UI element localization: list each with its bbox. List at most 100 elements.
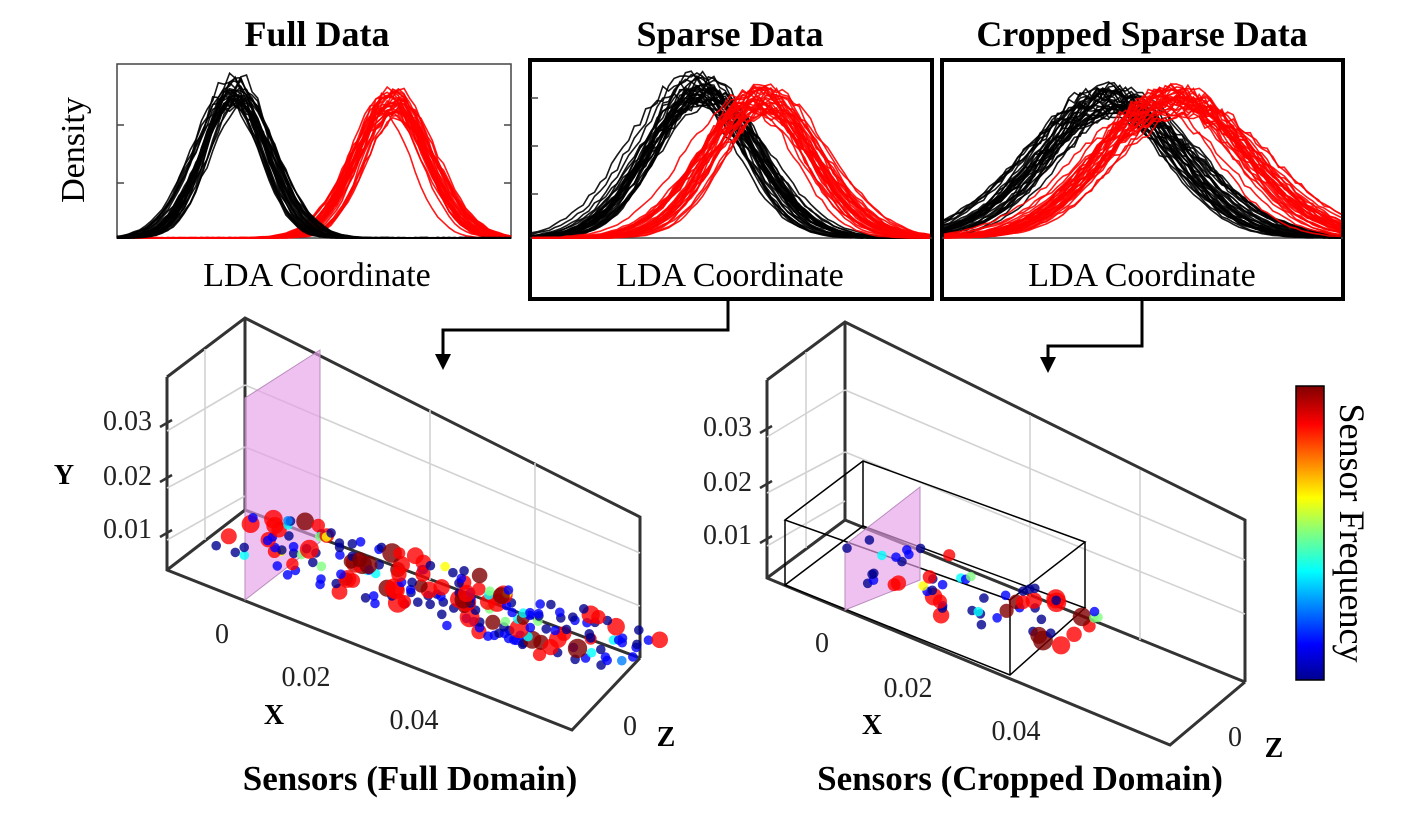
sensor-point [1072,607,1092,627]
panel-sparse-data: Sparse Data LDA Coordinate [528,14,934,301]
z-axis-label-cropped: Z [1265,733,1284,764]
sensor-point [999,603,1014,618]
sensor-point [1025,592,1043,609]
density-curve-b [943,91,1342,239]
sensor-point [525,622,536,633]
density-curves-cropped [943,81,1342,239]
sensor-point [541,624,551,634]
sensor-point [632,639,642,650]
y-ticks-full [117,124,511,184]
sensor-point [927,585,938,596]
plot-frame-full [116,63,512,239]
sensor-point [264,509,283,529]
x-tick-label: 0 [215,619,229,650]
sensor-points-full [211,509,668,670]
density-curves-full [116,71,512,239]
sensor-point [282,570,293,580]
sensor-point [568,612,578,622]
x-axis-label-full: X [264,700,284,731]
sensor-point [651,631,668,649]
sensor-point [561,624,572,635]
sensor-point [979,593,989,603]
sensor-point [370,598,380,609]
y-tick-label: 0.02 [703,467,752,498]
highlight-box-sparse [528,58,934,301]
panel-caption-full: Sensors (Full Domain) [243,759,577,798]
panel-title-sparse: Sparse Data [637,14,824,54]
colorbar [1295,385,1325,681]
sensor-point [286,557,299,571]
sensor-point [1052,636,1071,655]
sensor-point [918,581,928,591]
sensor-point [406,547,424,565]
sensor-point [485,586,495,596]
sensor-point [471,567,488,584]
sensor-point [336,569,346,579]
sensor-point [628,652,638,662]
y-tick-label: 0.03 [103,406,152,437]
density-curve-a [943,81,1342,237]
panel-sensors-cropped: 0.03 0.02 0.01 0 0.02 0.04 X 0 Z Sensors… [703,320,1284,798]
sensor-point [472,582,486,596]
z-tick-label: 0 [623,711,637,742]
sensor-points-cropped [842,535,1103,655]
y-tick-label: 0.02 [103,461,152,492]
y-tick-marks-cropped [759,424,773,545]
sensor-point [239,550,250,560]
axes-box-cropped [765,320,1247,747]
y-tick-marks-full [159,418,173,539]
sensor-point [425,560,436,571]
sensor-point [586,647,597,658]
sensor-point [485,614,501,630]
x-axis-label-cropped: LDA Coordinate [1028,257,1256,294]
sensor-point [600,652,611,662]
density-curve-b [943,93,1342,239]
sensor-point [311,518,325,533]
density-curves-sparse [531,70,931,239]
x-axis-label-cropped: X [862,710,882,741]
density-curve-b [943,87,1342,239]
y-axis-label-density: Density [55,97,92,203]
sensor-point [407,577,417,588]
sensor-point [1015,595,1030,610]
sensor-point [891,552,901,562]
sensor-point [248,513,258,523]
sensor-point [596,644,606,655]
sensor-point [335,550,345,560]
sensor-point [284,531,294,541]
sensor-point [442,620,452,631]
sensor-point [272,561,283,571]
sensor-point [555,607,565,618]
x-tick-label: 0 [815,628,829,659]
sensor-point [425,599,436,610]
sensor-point [288,541,299,552]
sensor-point [1000,590,1011,601]
sensor-point [459,566,469,576]
sensor-point [440,561,450,572]
sensor-point [1066,626,1082,642]
density-curve-a [531,80,931,239]
sensor-point [643,635,654,645]
panel-caption-cropped: Sensors (Cropped Domain) [817,759,1223,798]
panel-title-cropped: Cropped Sparse Data [976,14,1307,54]
sensor-point [448,567,458,578]
sensor-point [220,528,237,545]
sensor-point [617,655,627,666]
sensor-point [864,535,875,545]
sensor-point [943,549,956,562]
x-axis-label-sparse: LDA Coordinate [616,257,844,294]
sensor-point [211,540,221,551]
sensor-point [937,579,948,590]
sensor-point [507,607,517,618]
sensor-point [877,550,887,561]
sensor-point [355,537,366,547]
panel-title-full: Full Data [244,14,389,54]
sensor-point [360,593,371,603]
sensor-point [405,584,416,595]
sensor-point [1036,614,1047,625]
sensor-point [922,570,937,584]
sensor-point [1089,606,1100,617]
sensor-point [503,585,514,595]
sensor-point [334,538,345,548]
